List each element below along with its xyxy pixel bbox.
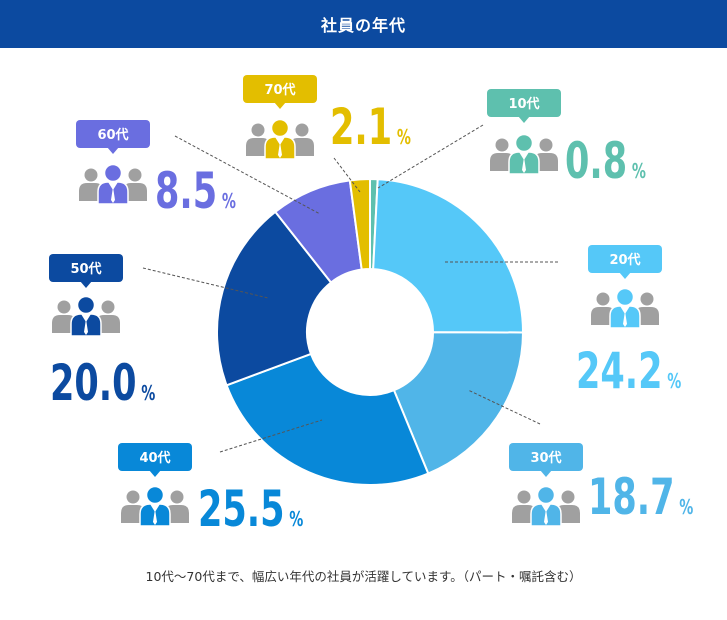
people-icon	[490, 133, 558, 175]
leader-line-40代	[219, 419, 323, 453]
people-icon	[121, 485, 189, 527]
tag-label: 50代	[70, 261, 101, 277]
value-label-10代: 0.8%	[565, 131, 646, 190]
people-icon	[512, 485, 580, 527]
tag-label: 20代	[609, 252, 640, 268]
tag-label: 70代	[264, 82, 295, 98]
page-title: 社員の年代	[0, 0, 727, 48]
people-icon	[52, 295, 120, 337]
caption: 10代〜70代まで、幅広い年代の社員が活躍しています。（パート・嘱託含む）	[145, 569, 582, 584]
tag-label: 10代	[508, 96, 539, 112]
tag-label: 30代	[530, 450, 561, 466]
people-icon	[591, 287, 659, 329]
value-label-40代: 25.5%	[198, 479, 303, 538]
tag-40代: 40代	[118, 443, 192, 477]
value-label-60代: 8.5%	[155, 161, 236, 220]
value-label-50代: 20.0%	[50, 353, 155, 412]
leader-line-70代	[333, 157, 361, 193]
tag-label: 40代	[139, 450, 170, 466]
value-label-70代: 2.1%	[330, 97, 411, 156]
leader-line-60代	[174, 135, 321, 215]
slice-70代	[348, 177, 371, 271]
leader-line-50代	[142, 267, 269, 299]
leader-line-30代	[467, 389, 541, 425]
slice-30代	[392, 331, 525, 475]
leader-line-10代	[377, 124, 484, 189]
tag-20代: 20代	[588, 245, 662, 279]
people-icon	[79, 163, 147, 205]
tag-60代: 60代	[76, 120, 150, 154]
tag-50代: 50代	[49, 254, 123, 288]
value-label-20代: 24.2%	[576, 341, 681, 400]
people-icon	[246, 118, 314, 160]
tag-70代: 70代	[243, 75, 317, 109]
tag-30代: 30代	[509, 443, 583, 477]
value-label-30代: 18.7%	[588, 467, 693, 526]
slice-20代	[372, 178, 524, 334]
tag-10代: 10代	[487, 89, 561, 123]
slice-40代	[225, 352, 430, 486]
slice-50代	[216, 210, 333, 387]
tag-label: 60代	[97, 127, 128, 143]
